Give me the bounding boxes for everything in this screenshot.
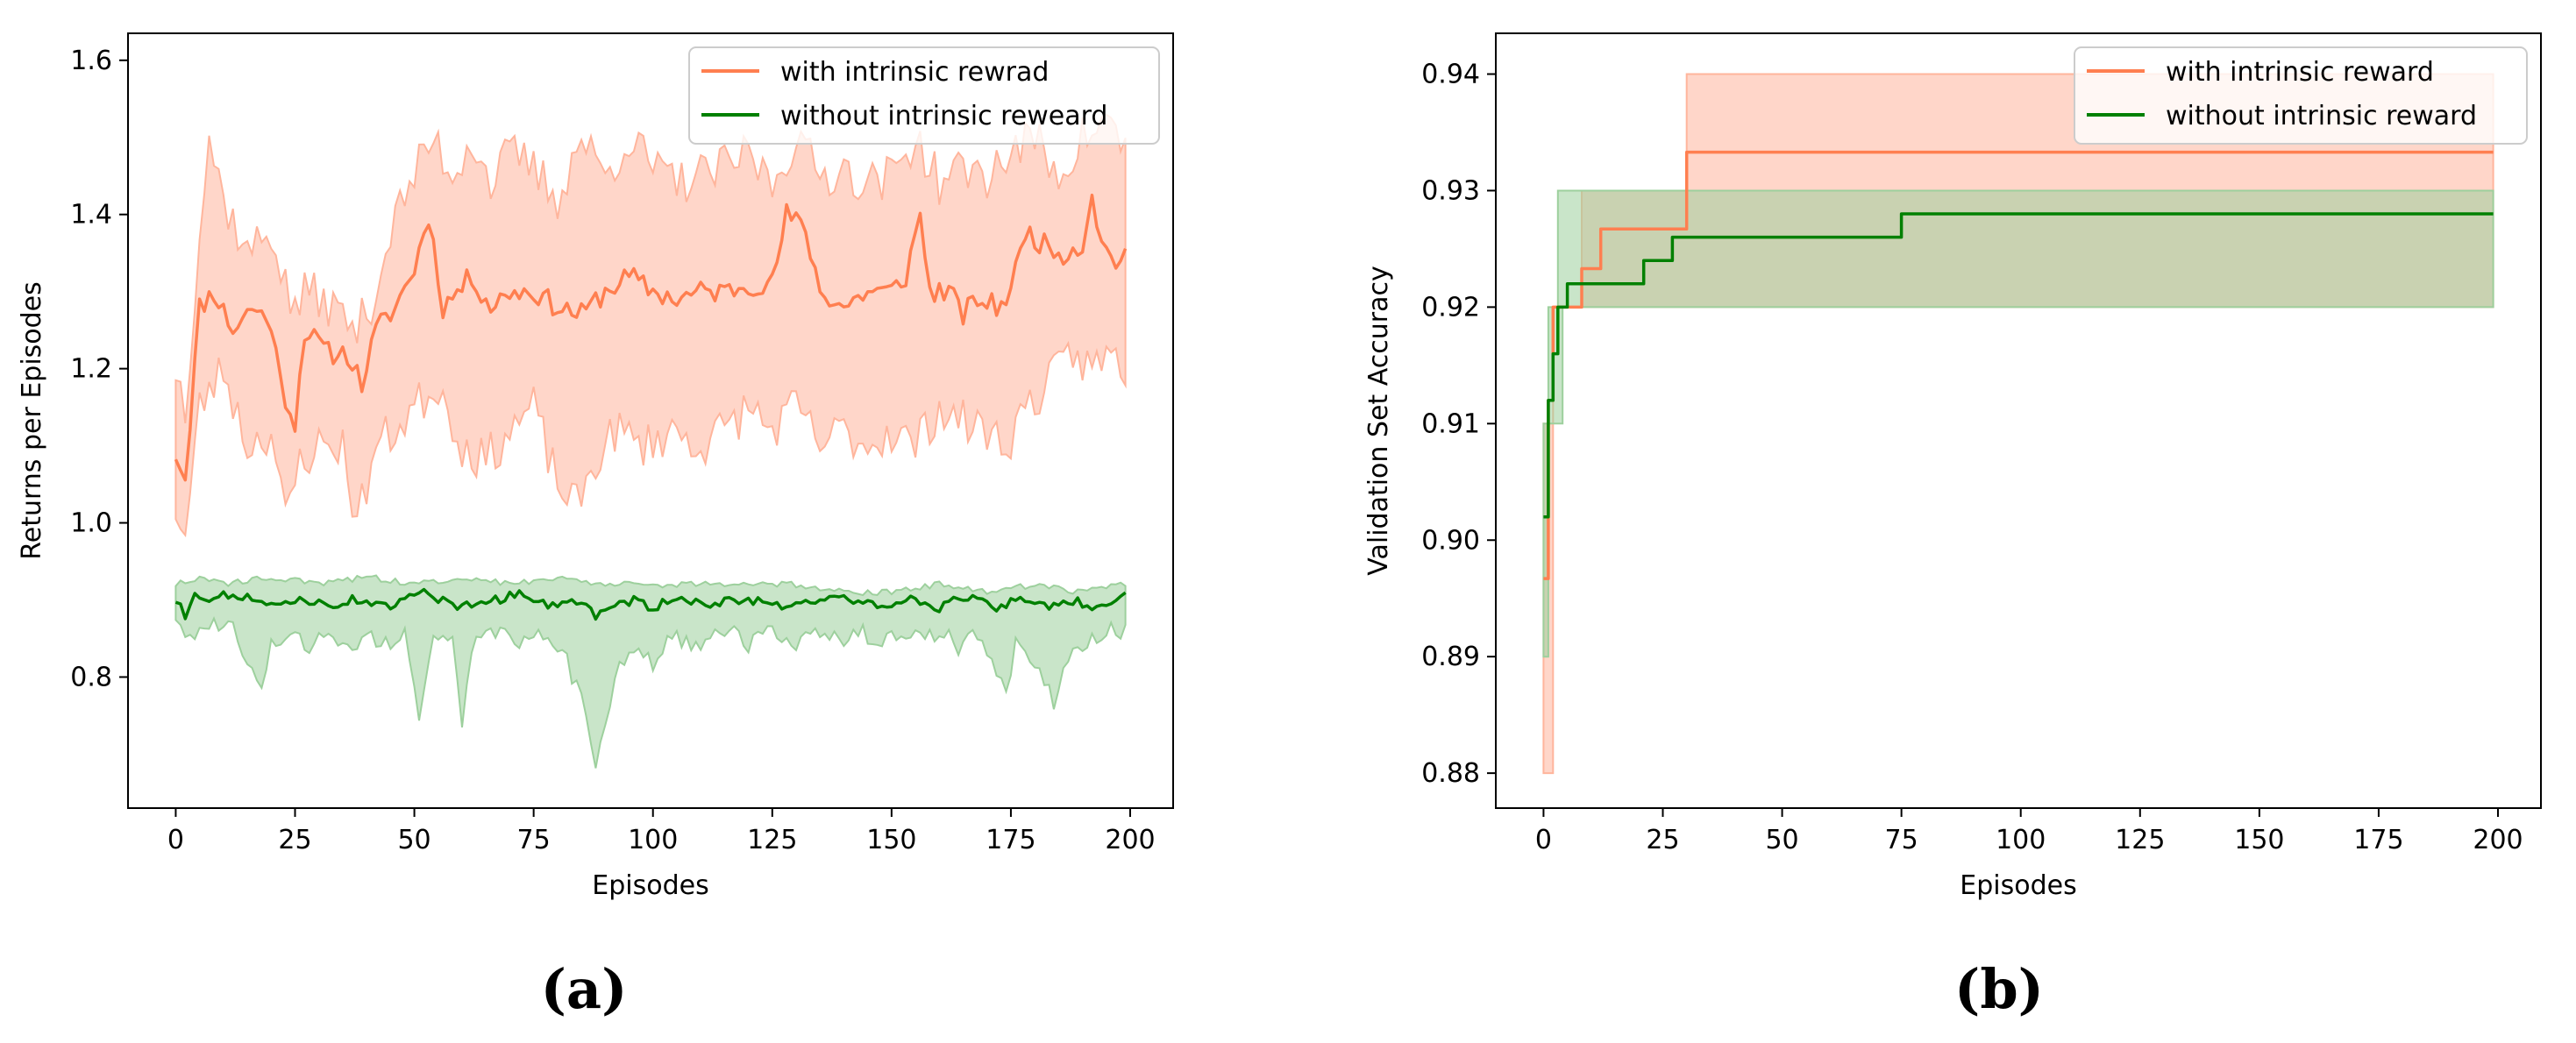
y-tick-label: 0.90 <box>1421 525 1480 556</box>
panel-label-a: (a) <box>541 957 628 1021</box>
legend-box-b <box>2074 46 2528 145</box>
y-ticks-b: 0.88 0.89 0.90 0.91 0.92 0.93 0.94 <box>1421 60 1496 789</box>
x-tick-label: 125 <box>2115 825 2165 855</box>
y-tick-label: 0.8 <box>70 662 112 692</box>
x-tick-label: 175 <box>986 825 1035 855</box>
y-tick-label: 0.89 <box>1421 642 1480 672</box>
panel-label-b: (b) <box>1954 957 2044 1021</box>
x-tick-label: 75 <box>1885 825 1918 855</box>
y-tick-label: 0.88 <box>1421 758 1480 789</box>
x-tick-label: 200 <box>2473 825 2523 855</box>
x-tick-label: 75 <box>517 825 551 855</box>
x-tick-label: 150 <box>2234 825 2284 855</box>
x-tick-label: 0 <box>167 825 184 855</box>
x-tick-label: 25 <box>278 825 311 855</box>
x-axis-label-b: Episodes <box>1960 870 2076 901</box>
legend-label-without-reward-b: without intrinsic reward <box>2166 101 2477 131</box>
confidence-band-without-reward-a <box>174 574 1127 769</box>
legend-a: with intrinsic rewrad without intrinsic … <box>688 46 1160 145</box>
x-tick-label: 50 <box>1765 825 1798 855</box>
confidence-band-with-reward-a <box>174 113 1127 538</box>
x-tick-label: 100 <box>1996 825 2046 855</box>
confidence-band-without-reward-b <box>1542 189 2494 658</box>
series-lines-b <box>1543 150 2494 580</box>
x-axis-label-a: Episodes <box>592 870 708 901</box>
x-tick-label: 0 <box>1535 825 1552 855</box>
y-axis-label-b: Validation Set Accuracy <box>1363 266 1394 575</box>
y-tick-label: 1.0 <box>70 508 112 539</box>
y-tick-label: 0.94 <box>1421 60 1480 90</box>
x-ticks-b: 0 25 50 75 100 125 150 175 200 <box>1535 808 2523 855</box>
legend-label-with-reward-b: with intrinsic reward <box>2166 57 2434 88</box>
series-line-without-reward-b <box>1543 212 2494 519</box>
legend-label-without-reward-a: without intrinsic reweard <box>780 101 1107 131</box>
plot-frame-a <box>127 32 1174 809</box>
x-tick-label: 125 <box>747 825 797 855</box>
confidence-bands-a <box>174 113 1127 769</box>
series-line-without-reward-a <box>174 587 1127 621</box>
y-tick-label: 0.93 <box>1421 175 1480 206</box>
y-tick-label: 0.91 <box>1421 408 1480 439</box>
legend-b: with intrinsic reward without intrinsic … <box>2074 46 2528 145</box>
legend-box-a <box>688 46 1160 145</box>
legend-label-with-reward-a: with intrinsic rewrad <box>780 57 1049 88</box>
y-ticks-a: 0.8 1.0 1.2 1.4 1.6 <box>70 46 128 692</box>
y-tick-label: 1.4 <box>70 200 112 231</box>
x-tick-label: 50 <box>397 825 431 855</box>
y-tick-label: 1.2 <box>70 354 112 385</box>
x-tick-label: 100 <box>628 825 678 855</box>
series-lines-a <box>174 193 1128 621</box>
x-tick-label: 200 <box>1105 825 1155 855</box>
y-axis-label-a: Returns per Episodes <box>17 281 47 560</box>
series-line-with-reward-a <box>174 193 1128 482</box>
x-tick-label: 150 <box>866 825 916 855</box>
y-tick-label: 1.6 <box>70 46 112 76</box>
chart-panel-a: 0 25 50 75 100 125 150 175 200 0.8 1.0 1.2 1.4 1.6 E… <box>17 32 1174 1021</box>
y-tick-label: 0.92 <box>1421 292 1480 323</box>
x-tick-label: 25 <box>1646 825 1679 855</box>
x-ticks-a: 0 25 50 75 100 125 150 175 200 <box>167 808 1156 855</box>
chart-panel-b: 0 25 50 75 100 125 150 175 200 0.880.890.900.910… <box>1363 32 2542 1021</box>
x-tick-label: 175 <box>2353 825 2403 855</box>
plot-frame-b <box>1495 32 2542 809</box>
